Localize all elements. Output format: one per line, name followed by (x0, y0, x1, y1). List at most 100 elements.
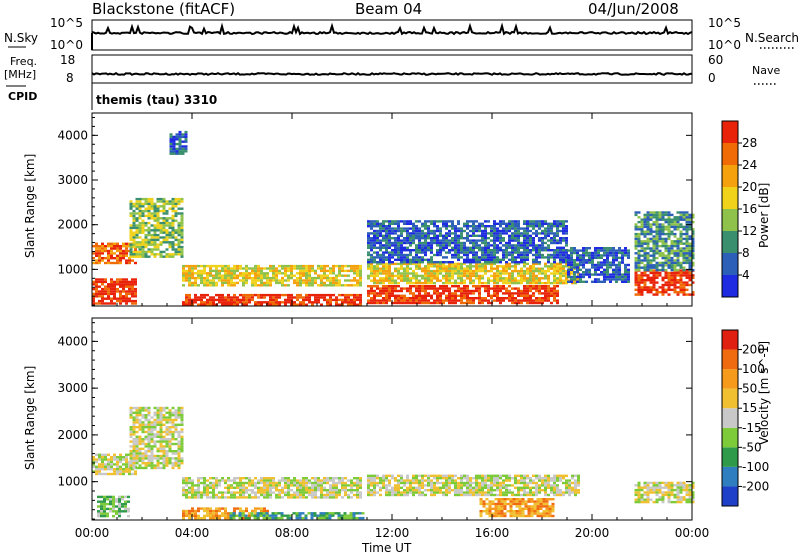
echo-cell (350, 267, 353, 270)
echo-cell (359, 274, 362, 277)
echo-cell (101, 292, 104, 296)
echo-cell (649, 279, 653, 282)
echo-cell (514, 225, 517, 228)
echo-cell (490, 225, 493, 228)
echo-cell (311, 481, 314, 485)
echo-cell (95, 261, 98, 265)
echo-cell (254, 491, 257, 494)
echo-cell (144, 466, 148, 470)
echo-cell (138, 418, 142, 422)
echo-cell (236, 481, 239, 485)
echo-cell (511, 297, 514, 300)
echo-cell (661, 252, 665, 255)
echo-cell (165, 454, 169, 458)
echo-cell (317, 298, 320, 302)
echo-cell (559, 251, 562, 254)
echo-cell (299, 293, 302, 297)
echo-cell (180, 406, 184, 410)
echo-cell (621, 259, 624, 262)
echo-cell (658, 228, 662, 231)
echo-cell (433, 274, 436, 278)
echo-cell (359, 269, 362, 273)
echo-cell (115, 498, 118, 501)
echo-cell (502, 272, 505, 275)
echo-cell (269, 276, 272, 280)
echo-cell (129, 250, 133, 254)
echo-cell (460, 289, 463, 293)
echo-cell (385, 279, 388, 282)
echo-cell (502, 285, 505, 288)
echo-cell (332, 489, 335, 492)
echo-cell (406, 229, 409, 233)
echo-cell (129, 457, 133, 460)
echo-cell (418, 249, 421, 252)
echo-cell (218, 276, 221, 280)
echo-cell (655, 274, 659, 277)
echo-cell (523, 274, 526, 278)
echo-cell (141, 457, 145, 460)
echo-cell (162, 423, 166, 426)
echo-cell (487, 249, 490, 252)
echo-cell (245, 264, 248, 268)
echo-cell (323, 293, 326, 297)
echo-cell (236, 491, 239, 494)
echo-cell (236, 301, 239, 304)
echo-cell (643, 256, 647, 260)
echo-cell (553, 289, 556, 293)
echo-cell (523, 292, 526, 295)
echo-cell (448, 234, 451, 237)
echo-cell (484, 261, 487, 264)
echo-cell (132, 466, 136, 470)
echo-cell (538, 289, 541, 293)
echo-cell (212, 281, 215, 285)
echo-cell (153, 421, 157, 424)
echo-cell (532, 253, 535, 257)
echo-cell (107, 292, 110, 296)
echo-cell (356, 274, 359, 277)
echo-cell (127, 507, 130, 511)
echo-cell (430, 281, 433, 285)
echo-cell (526, 258, 529, 261)
echo-cell (591, 254, 594, 257)
echo-cell (424, 299, 427, 302)
echo-cell (667, 252, 671, 255)
echo-cell (547, 222, 550, 225)
echo-cell (299, 276, 302, 280)
power-colorbar-label: Power [dB] (757, 183, 771, 248)
echo-cell (475, 244, 478, 247)
echo-cell (128, 261, 131, 265)
echo-cell (574, 267, 577, 270)
echo-cell (269, 489, 272, 492)
echo-cell (150, 421, 154, 424)
echo-cell (165, 452, 169, 455)
echo-cell (457, 244, 460, 247)
echo-cell (594, 280, 597, 283)
echo-cell (550, 256, 553, 259)
echo-cell (224, 491, 227, 494)
echo-cell (412, 239, 415, 242)
echo-cell (532, 292, 535, 295)
echo-cell (165, 229, 169, 232)
echo-cell (667, 266, 671, 269)
echo-cell (147, 241, 151, 244)
echo-cell (478, 261, 481, 264)
echo-cell (565, 220, 568, 223)
echo-cell (466, 269, 469, 273)
echo-cell (159, 229, 163, 232)
echo-cell (484, 267, 487, 270)
echo-cell (541, 267, 544, 270)
echo-cell (332, 284, 335, 287)
echo-cell (445, 246, 448, 249)
echo-cell (177, 197, 181, 201)
echo-cell (397, 237, 400, 240)
echo-cell (550, 301, 553, 305)
echo-cell (433, 299, 436, 302)
echo-cell (658, 240, 662, 243)
echo-cell (415, 285, 418, 288)
echo-cell (326, 298, 329, 302)
echo-cell (227, 276, 230, 280)
echo-cell (676, 223, 680, 226)
echo-cell (174, 423, 178, 426)
echo-cell (565, 232, 568, 235)
echo-cell (227, 484, 230, 487)
